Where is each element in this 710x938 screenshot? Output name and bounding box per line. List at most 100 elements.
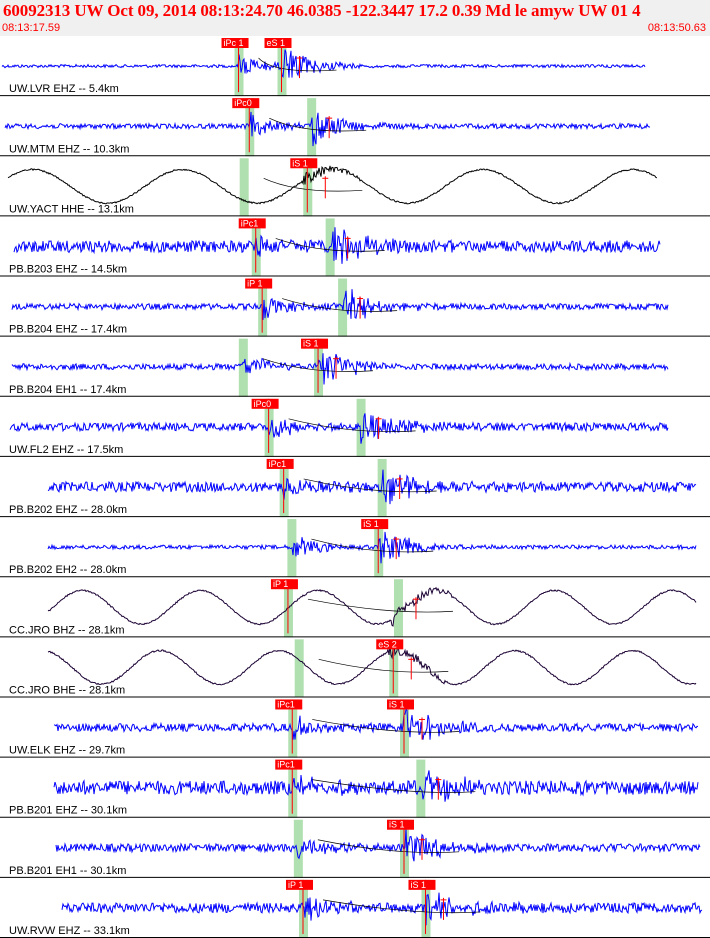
trace-panel: iP 1 iS 1 UW.RVW EHZ -- 33.1km [0,879,710,938]
time-start: 08:13:17.59 [2,22,61,34]
pick-window [377,458,387,518]
seismogram-plot[interactable]: iPc 1 eS 1 UW.LVR EHZ -- 5.4km iPc0 UW.MTM E… [0,36,710,938]
trace-panel: iS 1 PB.B202 EH2 -- 28.0km [0,519,710,578]
coda-curve [269,117,367,132]
station-label: UW.FL2 EHZ -- 17.5km [9,444,123,456]
pick-label: iPc 1 [224,38,244,48]
station-label: PB.B201 EH1 -- 30.1km [9,865,126,877]
pick-flag[interactable] [238,218,266,229]
pick-flag[interactable] [386,699,414,710]
coda-curve [317,839,460,853]
pick-flag[interactable] [301,338,329,349]
waveform [11,353,669,385]
pick-window [293,819,303,878]
pick-flag[interactable] [264,38,292,48]
station-label: PB.B202 EH2 -- 28.0km [9,564,126,576]
pick-label: iP 1 [288,880,303,890]
pick-label: iPc1 [277,760,295,770]
trace-panel: iPc1 iS 1 UW.ELK EHZ -- 29.7km [0,699,710,758]
pick-label: eS 2 [378,639,397,649]
pick-label: iS 1 [303,339,319,349]
coda-curve [322,899,481,914]
pick-label: iS 1 [389,699,405,709]
pick-flag[interactable] [408,879,436,890]
waveform [53,708,698,740]
coda-curve [262,358,374,372]
pick-flag[interactable] [285,879,313,890]
coda-curve [288,418,416,432]
pick-flag[interactable] [275,759,303,770]
header-bar: 60092313 UW Oct 09, 2014 08:13:24.70 46.… [0,0,710,36]
pick-label: iS 1 [363,519,379,529]
pick-window [239,158,249,217]
pick-flag[interactable] [290,158,318,169]
coda-curve [263,177,363,192]
station-label: CC.JRO BHZ -- 28.1km [9,624,125,636]
coda-curve [318,658,449,673]
trace-panel: iPc1 PB.B203 EHZ -- 14.5km [0,218,710,277]
pick-flag[interactable] [266,458,294,469]
coda-curve [312,719,460,733]
pick-window [238,338,248,397]
pick-flag[interactable] [386,819,414,830]
waveform [7,165,658,205]
waveform [55,828,701,862]
pick-label: iPc1 [277,699,295,709]
trace-panel: iS 1 PB.B201 EH1 -- 30.1km [0,819,710,878]
trace-panel: iP 1 CC.JRO BHZ -- 28.1km [0,579,710,638]
pick-flag[interactable] [232,98,260,109]
trace-panel: iPc0 UW.MTM EHZ -- 10.3km [0,98,710,157]
waveform [47,644,697,686]
pick-flag[interactable] [275,699,303,710]
station-label: UW.ELK EHZ -- 29.7km [9,745,125,757]
pick-label: iP 1 [247,279,262,289]
coda-curve [307,598,454,613]
pick-flag[interactable] [270,579,298,590]
coda-curve [275,238,385,252]
event-title: 60092313 UW Oct 09, 2014 08:13:24.70 46.… [3,1,641,20]
station-label: UW.YACT HHE -- 13.1km [9,203,134,215]
trace-panel: iPc0 UW.FL2 EHZ -- 17.5km [0,398,710,457]
trace-panel: iS 1 UW.YACT HHE -- 13.1km [0,158,710,217]
coda-curve [303,478,437,493]
station-label: UW.MTM EHZ -- 10.3km [9,143,129,155]
pick-window [307,98,317,157]
pick-label: iS 1 [389,820,405,830]
time-end: 08:13:50.63 [647,22,706,34]
trace-panel: iS 1 PB.B204 EH1 -- 17.4km [0,338,710,397]
station-label: PB.B204 EH1 -- 17.4km [9,384,126,396]
waveform [11,289,669,320]
station-label: PB.B202 EHZ -- 28.0km [9,504,127,516]
pick-label: iPc0 [234,98,252,108]
station-label: PB.B203 EHZ -- 14.5km [9,264,127,276]
pick-flag[interactable] [245,278,273,289]
pick-flag[interactable] [376,639,404,650]
station-label: PB.B204 EHZ -- 17.4km [9,324,127,336]
pick-window [294,639,304,698]
waveform [53,770,699,802]
waveform [9,413,669,444]
trace-panel: iPc 1 eS 1 UW.LVR EHZ -- 5.4km [0,38,710,97]
coda-curve [311,538,434,553]
pick-flag[interactable] [221,38,249,48]
coda-curve [282,298,398,312]
trace-panel: iPc1 PB.B201 EHZ -- 30.1km [0,759,710,818]
pick-label: iPc1 [241,218,259,228]
waveform [47,469,697,505]
pick-label: iP 1 [273,579,288,589]
station-label: PB.B201 EHZ -- 30.1km [9,805,127,817]
pick-flag[interactable] [361,519,389,530]
pick-label: iPc0 [254,399,272,409]
station-label: UW.LVR EHZ -- 5.4km [9,83,119,95]
pick-label: iS 1 [410,880,426,890]
trace-panel: iP 1 PB.B204 EHZ -- 17.4km [0,278,710,337]
station-label: UW.RVW EHZ -- 33.1km [9,925,130,937]
coda-curve [258,57,337,72]
waveform [61,892,703,926]
waveform [4,111,651,147]
station-label: CC.JRO BHE -- 28.1km [9,684,125,696]
waveform [47,586,697,627]
coda-curve [312,779,476,793]
trace-panel: iPc1 PB.B202 EHZ -- 28.0km [0,458,710,518]
pick-flag[interactable] [251,398,279,409]
